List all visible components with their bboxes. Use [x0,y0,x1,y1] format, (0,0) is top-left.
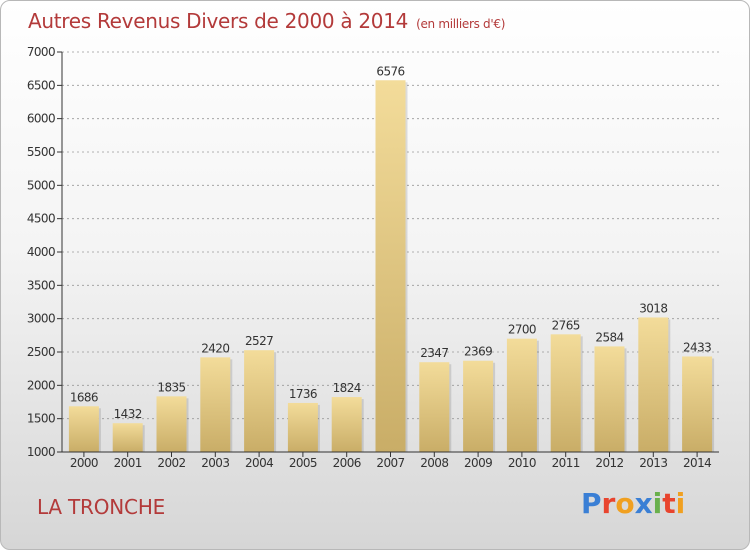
data-label-2013: 3018 [639,301,667,315]
data-label-2012: 2584 [595,330,623,344]
data-label-2002: 1835 [157,380,185,394]
bar-2005 [287,402,318,452]
data-label-2008: 2347 [420,346,448,360]
x-tick-label: 2003 [201,456,229,470]
data-label-2014: 2433 [683,340,711,354]
bar-2010 [506,338,537,452]
bar-2001 [112,423,143,452]
data-label-2011: 2765 [552,318,580,332]
logo-letter: i [652,487,663,520]
data-label-2009: 2369 [464,345,492,359]
x-tick-label: 2014 [683,456,711,470]
data-label-2000: 1686 [70,390,98,404]
x-tick-label: 2008 [420,456,448,470]
chart-title: Autres Revenus Divers de 2000 à 2014 (en … [28,9,505,33]
bar-2008 [419,362,450,452]
y-tick-label: 3000 [27,312,55,326]
x-tick-label: 2011 [552,456,580,470]
x-tick-label: 2007 [376,456,404,470]
place-name: LA TRONCHE [37,495,166,519]
bar-2004 [244,350,275,452]
y-tick-label: 6000 [27,112,55,126]
x-tick-label: 2004 [245,456,273,470]
x-tick-label: 2010 [508,456,536,470]
logo-letter: P [581,487,602,520]
bar-2006 [331,397,362,452]
y-tick-label: 4500 [27,212,55,226]
bar-2003 [200,357,231,452]
x-tick-label: 2002 [157,456,185,470]
logo-letter: o [615,487,635,520]
y-tick-label: 5500 [27,145,55,159]
chart-title-unit: (en milliers d'€) [416,17,506,31]
y-tick-label: 4000 [27,245,55,259]
data-label-2001: 1432 [114,407,142,421]
bar-2000 [68,406,99,452]
data-label-2004: 2527 [245,334,273,348]
data-label-2003: 2420 [201,341,229,355]
bar-2013 [638,317,669,452]
x-tick-label: 2001 [114,456,142,470]
data-label-2005: 1736 [289,387,317,401]
data-label-2007: 6576 [376,64,404,78]
data-label-2006: 1824 [333,381,361,395]
x-tick-label: 2006 [333,456,361,470]
y-tick-label: 1000 [27,445,55,459]
y-tick-label: 3500 [27,278,55,292]
axes: 1000 1500 2000 2500 3000 3500 4000 4500 5000 5500… [27,45,719,470]
y-tick-label: 2500 [27,345,55,359]
bar-2007 [375,80,406,453]
data-label-2010: 2700 [508,323,536,337]
bar-2002 [156,396,187,452]
bars [68,80,715,453]
y-tick-label: 6500 [27,78,55,92]
x-tick-label: 2013 [639,456,667,470]
bar-2014 [682,356,713,452]
y-tick-label: 1500 [27,412,55,426]
bar-2009 [463,360,494,452]
x-tick-label: 2009 [464,456,492,470]
data-labels: 1686 1432 1835 2420 2527 1736 1824 6576 2347 2369… [70,64,712,421]
bar-2012 [594,346,625,452]
x-tick-label: 2005 [289,456,317,470]
logo-letter: t [662,487,676,520]
logo-letter: i [675,487,686,520]
y-tick-label: 7000 [27,45,55,59]
x-tick-label: 2000 [70,456,98,470]
logo-letter: x [634,487,653,520]
y-tick-label: 2000 [27,378,55,392]
x-tick-label: 2012 [595,456,623,470]
bar-2011 [550,334,581,452]
proxiti-logo: Proxiti [581,487,685,520]
y-tick-label: 5000 [27,178,55,192]
chart-title-text: Autres Revenus Divers de 2000 à 2014 [28,9,409,33]
logo-letter: r [601,487,616,520]
